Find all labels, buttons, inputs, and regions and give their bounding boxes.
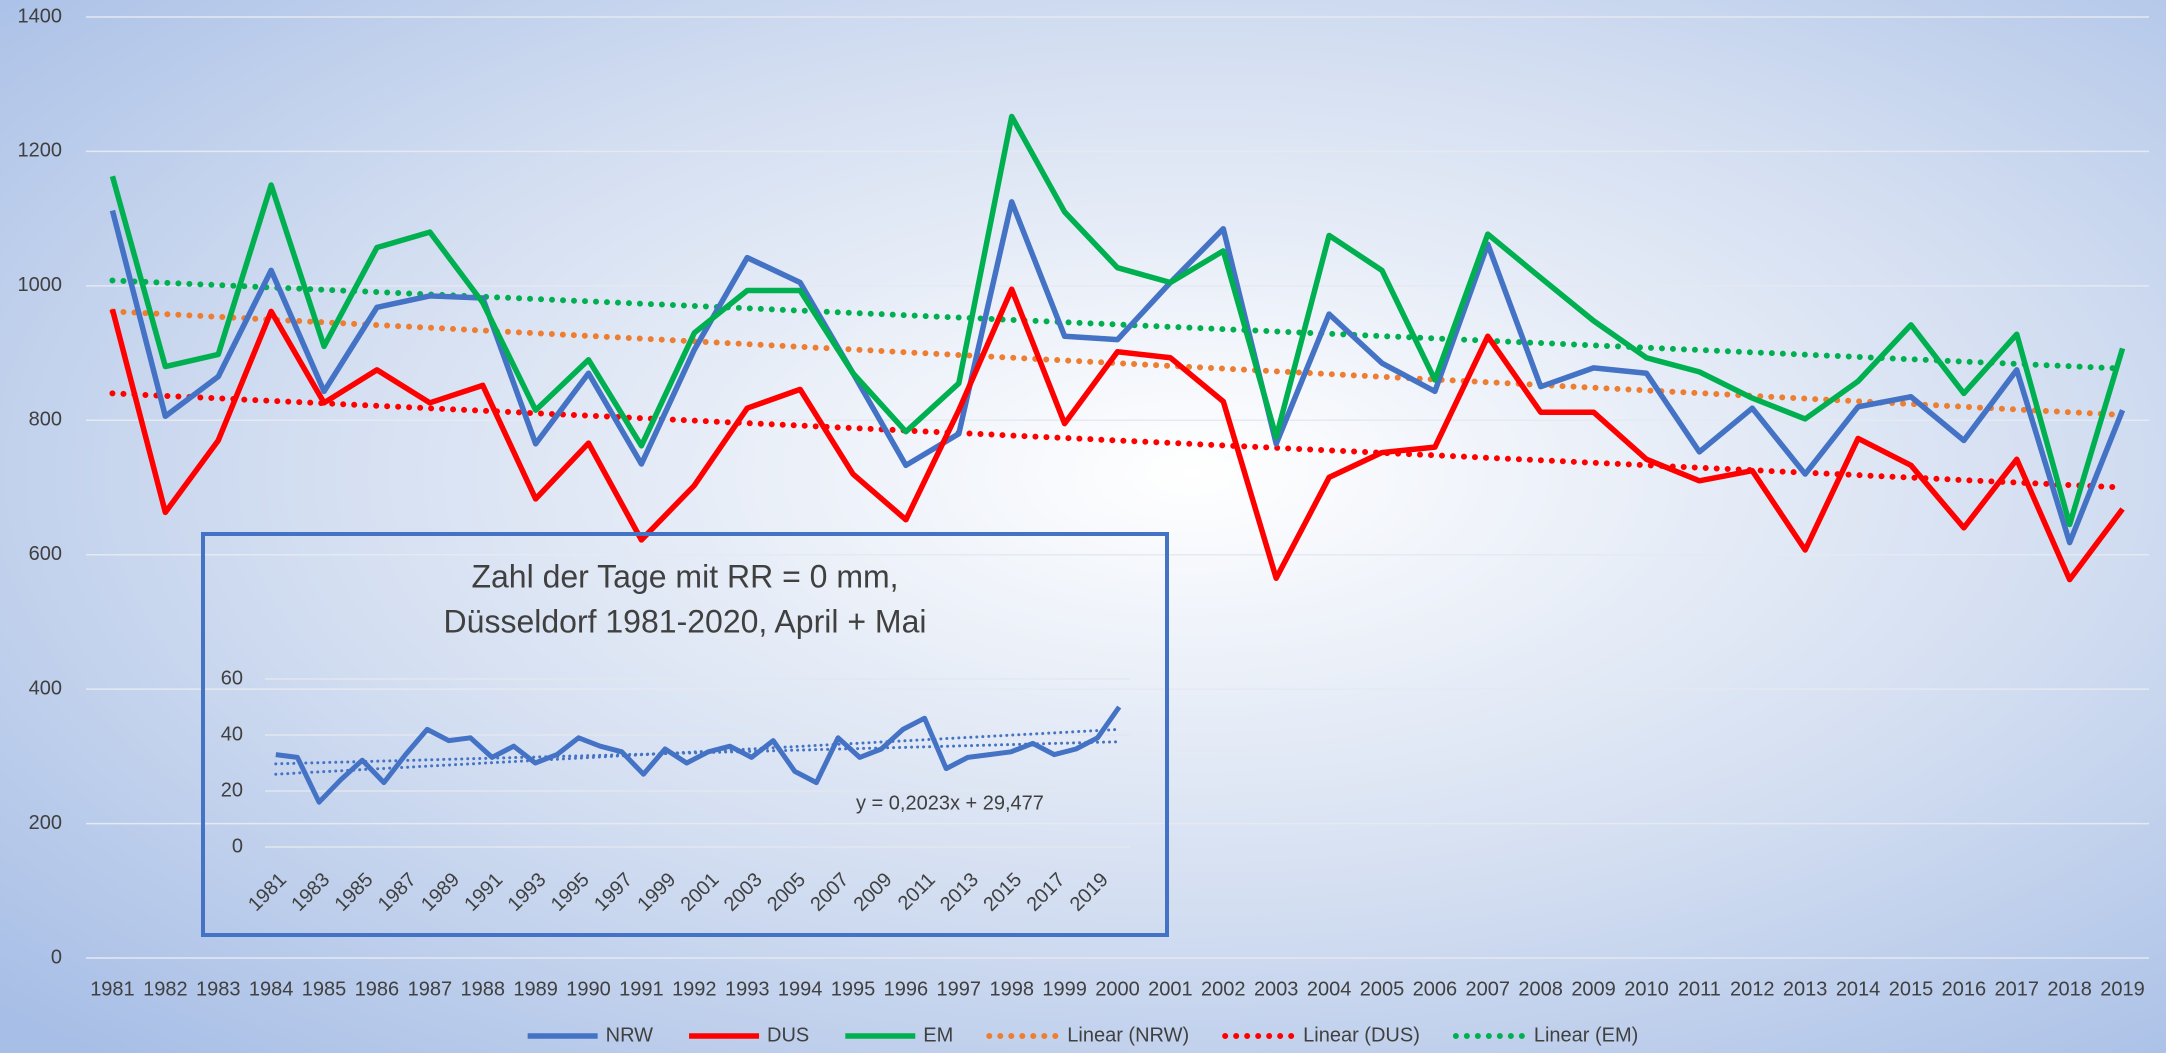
x-tick-label: 1994 xyxy=(778,978,823,1000)
inset-title: Zahl der Tage mit RR = 0 mm, xyxy=(471,558,898,594)
x-tick-label: 1990 xyxy=(566,978,611,1000)
y-tick-label: 0 xyxy=(51,946,62,968)
legend-label: Linear (NRW) xyxy=(1067,1024,1189,1046)
x-tick-label: 2014 xyxy=(1836,978,1881,1000)
x-tick-label: 1981 xyxy=(90,978,135,1000)
x-tick-label: 2002 xyxy=(1201,978,1246,1000)
series-line xyxy=(109,113,2126,528)
x-tick-label: 1991 xyxy=(619,978,664,1000)
x-tick-label: 1983 xyxy=(196,978,241,1000)
x-tick-label: 2000 xyxy=(1095,978,1140,1000)
x-tick-label: 1998 xyxy=(989,978,1034,1000)
legend-label: EM xyxy=(923,1024,953,1046)
y-tick-label: 600 xyxy=(29,543,62,565)
x-tick-label: 2010 xyxy=(1624,978,1669,1000)
y-tick-label: 1200 xyxy=(18,140,63,162)
inset-frame xyxy=(201,532,1169,937)
x-tick-label: 1986 xyxy=(355,978,400,1000)
trend-line xyxy=(274,740,1121,766)
x-tick-label: 2001 xyxy=(1148,978,1193,1000)
x-tick-label: 2011 xyxy=(1678,978,1721,1000)
legend-label: Linear (DUS) xyxy=(1303,1024,1420,1046)
series-line xyxy=(109,199,2126,546)
x-tick-label: 1992 xyxy=(672,978,717,1000)
legend-label: Linear (EM) xyxy=(1534,1024,1638,1046)
x-tick-label: 2019 xyxy=(2100,978,2145,1000)
x-tick-label: 2013 xyxy=(1783,978,1828,1000)
x-tick-label: 2008 xyxy=(1518,978,1563,1000)
y-tick-label: 60 xyxy=(221,667,243,689)
x-tick-label: 2018 xyxy=(2047,978,2092,1000)
y-tick-label: 0 xyxy=(232,835,243,857)
x-tick-label: 2012 xyxy=(1730,978,1775,1000)
series-line xyxy=(275,705,1122,805)
x-tick-label: 2004 xyxy=(1307,978,1352,1000)
y-tick-label: 800 xyxy=(29,409,62,431)
y-tick-label: 40 xyxy=(221,723,243,745)
legend-label: NRW xyxy=(606,1024,654,1046)
x-tick-label: 1999 xyxy=(1042,978,1087,1000)
x-tick-label: 2009 xyxy=(1571,978,1616,1000)
x-tick-label: 1982 xyxy=(143,978,188,1000)
y-tick-label: 400 xyxy=(29,677,62,699)
y-tick-label: 20 xyxy=(221,779,243,801)
x-tick-label: 1993 xyxy=(725,978,770,1000)
x-tick-label: 1984 xyxy=(249,978,294,1000)
legend: NRW DUS EM Linear (NRW) Linear (DUS) Linear (… xyxy=(527,1024,1638,1046)
y-tick-label: 1000 xyxy=(18,274,63,296)
trend-equation: y = 0,2023x + 29,477 xyxy=(856,792,1044,814)
x-tick-label: 2006 xyxy=(1413,978,1458,1000)
y-tick-label: 200 xyxy=(29,812,62,834)
y-tick-label: 1400 xyxy=(18,5,63,27)
x-tick-label: 2015 xyxy=(1889,978,1934,1000)
x-tick-label: 1985 xyxy=(302,978,347,1000)
x-tick-label: 2003 xyxy=(1254,978,1299,1000)
x-tick-label: 1987 xyxy=(408,978,453,1000)
series-line xyxy=(109,286,2125,583)
x-tick-label: 2017 xyxy=(1995,978,2040,1000)
x-tick-label: 1996 xyxy=(884,978,929,1000)
legend-label: DUS xyxy=(767,1024,809,1046)
x-tick-label: 1989 xyxy=(513,978,558,1000)
inset-title: Düsseldorf 1981-2020, April + Mai xyxy=(444,603,927,639)
x-tick-label: 1995 xyxy=(831,978,876,1000)
x-tick-label: 1997 xyxy=(937,978,982,1000)
x-tick-label: 2016 xyxy=(1942,978,1987,1000)
x-tick-label: 1988 xyxy=(460,978,505,1000)
x-tick-label: 2005 xyxy=(1360,978,1405,1000)
x-tick-label: 2007 xyxy=(1466,978,1511,1000)
